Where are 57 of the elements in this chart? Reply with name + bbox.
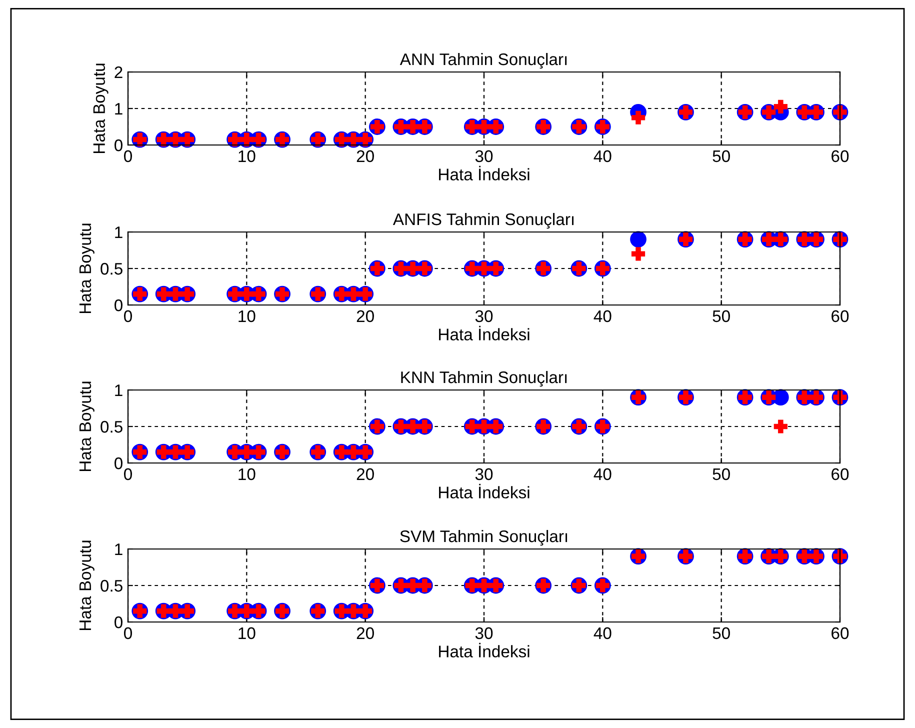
x-tick-label: 20 (356, 310, 374, 322)
x-tick-label: 10 (238, 468, 256, 480)
y-tick-label: 1 (115, 226, 122, 238)
x-tick-label: 20 (356, 627, 374, 640)
x-tick-label: 40 (594, 150, 612, 162)
y-tick-label: 0 (114, 457, 122, 470)
x-tick-label: 50 (712, 310, 730, 322)
chart-title: ANN Tahmin Sonuçları (400, 52, 567, 69)
y-tick-label: 0 (114, 616, 122, 628)
point (774, 420, 788, 434)
x-tick-label: 50 (712, 627, 730, 640)
chart-title: KNN Tahmin Sonuçları (401, 370, 567, 387)
x-tick-label: 30 (475, 627, 493, 640)
x-tick-label: 50 (712, 150, 730, 162)
x-tick-label: 0 (124, 627, 132, 640)
x-tick-label: 0 (124, 468, 132, 480)
x-tick-label: 60 (832, 310, 849, 322)
x-tick-label: 60 (832, 150, 849, 162)
x-axis-title: Hata İndeksi (439, 484, 530, 498)
y-tick-label: 1 (115, 103, 122, 115)
x-tick-label: 40 (594, 310, 612, 322)
chart-title: SVM Tahmin Sonuçları (400, 530, 568, 546)
y-axis-title: Hata Boyutu (93, 64, 108, 153)
y-tick-label: 0.5 (100, 262, 122, 275)
y-axis-title: Hata Boyutu (79, 382, 94, 471)
y-tick-label: 1 (115, 384, 122, 396)
point (631, 110, 646, 124)
point (774, 100, 788, 114)
y-axis-title: Hata Boyutu (79, 224, 94, 313)
x-tick-label: 30 (475, 150, 493, 162)
y-tick-label: 2 (114, 66, 122, 78)
x-axis-title: Hata İndeksi (439, 166, 530, 180)
y-tick-label: 1 (115, 544, 122, 556)
point (631, 247, 646, 261)
x-axis-title: Hata İndeksi (439, 642, 530, 658)
point (630, 231, 646, 248)
x-tick-label: 40 (594, 627, 612, 640)
x-tick-label: 10 (238, 150, 256, 162)
x-tick-label: 10 (238, 627, 256, 640)
x-tick-label: 60 (832, 627, 849, 640)
x-tick-label: 20 (356, 468, 374, 480)
y-tick-label: 0 (114, 139, 122, 152)
x-tick-label: 40 (594, 468, 612, 480)
x-tick-label: 50 (712, 468, 730, 480)
x-tick-label: 0 (124, 150, 132, 162)
y-tick-label: 0.5 (100, 420, 122, 433)
x-tick-label: 60 (832, 468, 849, 480)
x-tick-label: 10 (238, 310, 256, 322)
x-tick-label: 20 (356, 150, 374, 162)
x-tick-label: 30 (475, 468, 493, 480)
y-axis-title: Hata Boyutu (79, 540, 94, 630)
x-tick-label: 0 (124, 310, 132, 322)
x-axis-title: Hata İndeksi (439, 326, 530, 340)
x-tick-label: 30 (475, 310, 493, 322)
chart-title: ANFIS Tahmin Sonuçları (392, 212, 574, 229)
y-tick-label: 0 (114, 299, 122, 312)
y-tick-label: 0.5 (100, 580, 122, 592)
